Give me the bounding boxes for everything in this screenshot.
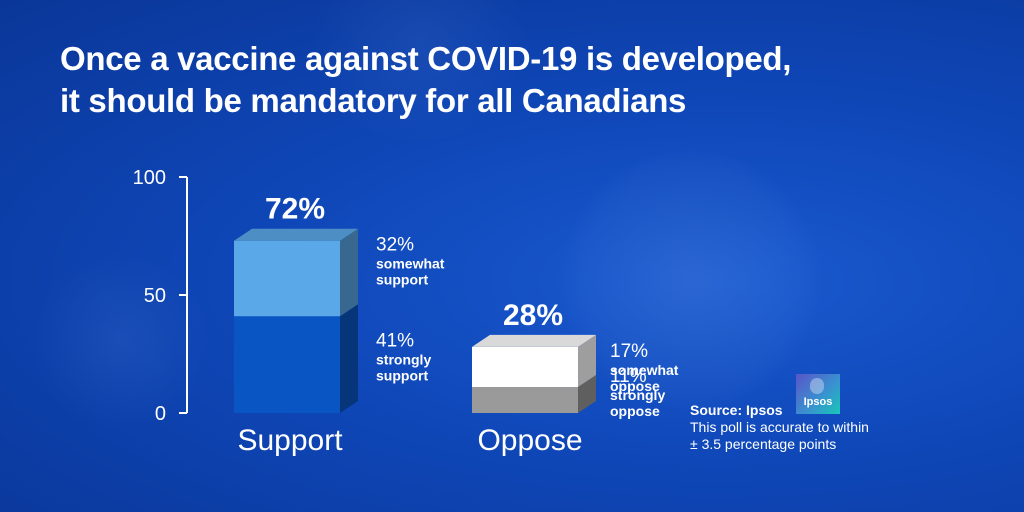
bar-total-label: 72%	[265, 193, 325, 226]
source-label: Source: Ipsos	[690, 402, 783, 418]
bar-segment	[234, 240, 340, 317]
segment-description-label: support	[376, 368, 428, 384]
ipsos-logo-text: Ipsos	[803, 396, 833, 408]
segment-value-label: 32%	[376, 235, 414, 256]
category-label: Support	[237, 424, 343, 457]
y-tick-label: 50	[144, 285, 166, 307]
accuracy-note-line-2: ± 3.5 percentage points	[690, 436, 837, 452]
y-tick-label: 0	[155, 403, 166, 425]
segment-value-label: 41%	[376, 331, 414, 352]
bar-segment	[472, 346, 578, 388]
segment-description-label: support	[376, 272, 428, 288]
ipsos-logo-mark	[810, 378, 824, 394]
title-line-2: it should be mandatory for all Canadians	[60, 82, 687, 119]
segment-description-label: strongly	[610, 387, 665, 403]
bar-segment	[234, 316, 340, 413]
bar-total-label: 28%	[503, 299, 563, 332]
segment-description-label: somewhat	[610, 362, 679, 378]
ipsos-logo: Ipsos	[796, 374, 840, 414]
page-title: Once a vaccine against COVID-19 is devel…	[60, 38, 960, 122]
segment-description-label: oppose	[610, 378, 660, 394]
bar-segment-side	[578, 375, 596, 413]
category-label: Oppose	[477, 424, 582, 457]
title-line-1: Once a vaccine against COVID-19 is devel…	[60, 40, 792, 77]
segment-value-label: 11%	[610, 366, 647, 387]
bar-segment-side	[578, 334, 596, 388]
bar-top-face	[234, 228, 358, 241]
bar-top-face	[472, 334, 596, 347]
source-note: Source: Ipsos This poll is accurate to w…	[690, 402, 869, 453]
bar-segment-side	[340, 304, 358, 413]
bar-segment	[472, 387, 578, 413]
segment-description-label: oppose	[610, 403, 660, 419]
segment-description-label: somewhat	[376, 256, 445, 272]
y-tick-label: 100	[133, 167, 166, 189]
bar-segment-side	[340, 228, 358, 317]
accuracy-note-line-1: This poll is accurate to within	[690, 419, 869, 435]
segment-value-label: 17%	[610, 341, 648, 362]
segment-description-label: strongly	[376, 352, 431, 368]
